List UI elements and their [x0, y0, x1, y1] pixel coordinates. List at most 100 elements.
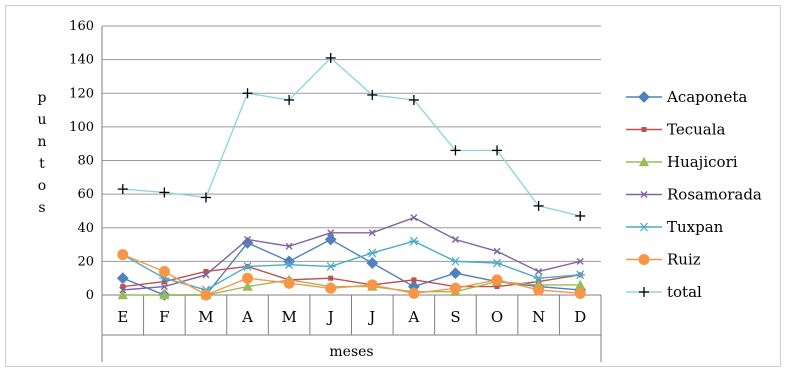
data-point-stroke: [535, 267, 543, 275]
data-point: [368, 229, 376, 237]
gridlines: [102, 25, 601, 262]
series-line: [122, 56, 581, 217]
x-tick-label: M: [198, 308, 213, 326]
data-point: [284, 260, 295, 270]
series-rosamorada: [119, 214, 584, 294]
y-tick-label: 100: [69, 120, 94, 135]
data-point: [117, 289, 128, 300]
data-point: [574, 287, 586, 299]
data-point: [640, 191, 648, 198]
y-axis-label-letter: s: [38, 200, 45, 216]
data-point: [450, 256, 461, 266]
data-point: [575, 279, 586, 290]
y-axis-label-letter: p: [38, 90, 47, 106]
data-point: [159, 187, 170, 198]
series-line: [122, 216, 581, 291]
data-point: [576, 257, 584, 265]
data-point: [325, 261, 336, 271]
data-point-stroke: [119, 286, 127, 294]
data-point: [285, 242, 293, 250]
data-point: [535, 267, 543, 275]
y-axis-label-letter: n: [37, 134, 46, 150]
x-tick-label: A: [241, 308, 253, 326]
data-point: [119, 286, 127, 294]
data-point: [160, 283, 168, 291]
data-point-stroke: [534, 273, 543, 283]
legend: Acaponeta Tecuala Huajicori Rosamorada Tuxpa…: [626, 88, 762, 301]
x-axis-label: meses: [329, 344, 373, 360]
data-point: [284, 94, 295, 105]
data-point: [158, 265, 170, 277]
data-point: [117, 249, 129, 261]
data-point-stroke: [493, 258, 502, 268]
data-point: [283, 277, 295, 289]
data-point: [411, 277, 417, 283]
series-line: [122, 265, 581, 288]
legend-label: Rosamorada: [667, 186, 762, 204]
y-tick-label: 60: [77, 187, 94, 202]
data-point-stroke: [409, 236, 418, 246]
data-point-stroke: [244, 236, 252, 244]
legend-item: total: [626, 283, 702, 301]
data-point: [159, 289, 170, 300]
data-point: [203, 268, 209, 274]
y-tick-label: 140: [69, 53, 94, 68]
legend-label: Tecuala: [667, 121, 726, 139]
series-ruiz: [117, 249, 586, 301]
data-point: [366, 257, 379, 269]
data-point: [116, 272, 129, 285]
legend-label: Acaponeta: [666, 88, 747, 106]
series-total: [117, 52, 586, 221]
data-point-stroke: [285, 260, 294, 270]
data-point: [200, 192, 211, 203]
y-tick-label: 160: [69, 19, 94, 34]
data-point: [324, 233, 337, 246]
data-point-stroke: [202, 271, 210, 279]
data-point-stroke: [327, 229, 335, 237]
data-point: [202, 271, 210, 279]
data-point-stroke: [368, 229, 376, 237]
series-line: [122, 254, 581, 296]
data-point: [410, 214, 418, 222]
category-table: [101, 295, 602, 362]
x-tick-label: D: [574, 308, 586, 326]
data-point-stroke: [285, 242, 293, 250]
legend-label: Tuxpan: [667, 218, 724, 236]
x-tick-label: O: [491, 308, 503, 326]
data-point: [533, 273, 544, 283]
legend-item: Ruiz: [626, 251, 701, 269]
x-tick-label: E: [117, 308, 128, 326]
legend-label: Ruiz: [667, 251, 701, 269]
y-tick-label: 80: [77, 154, 94, 169]
x-tick-label: S: [450, 308, 460, 326]
data-point: [639, 222, 649, 232]
data-point: [367, 248, 378, 258]
data-point-stroke: [160, 283, 168, 291]
data-point: [575, 210, 586, 221]
data-point: [325, 52, 336, 63]
data-point: [120, 284, 126, 290]
data-point: [492, 258, 503, 268]
data-point: [161, 279, 167, 285]
data-point: [408, 236, 419, 246]
data-point: [641, 127, 647, 132]
data-point: [491, 274, 503, 286]
data-point: [451, 236, 459, 244]
legend-label: total: [667, 283, 702, 301]
x-tick-label: J: [326, 308, 334, 326]
data-point: [117, 184, 128, 195]
data-point: [450, 145, 461, 156]
data-point-stroke: [576, 270, 585, 280]
data-point: [575, 270, 586, 280]
data-point-stroke: [451, 256, 460, 266]
legend-item: Huajicori: [626, 153, 738, 171]
data-point: [533, 284, 545, 296]
legend-item: Tecuala: [626, 121, 726, 139]
data-point: [366, 279, 378, 291]
y-axis-label-letter: o: [38, 178, 46, 194]
data-point: [533, 200, 544, 211]
data-point: [408, 94, 419, 105]
data-point-stroke: [640, 191, 648, 198]
